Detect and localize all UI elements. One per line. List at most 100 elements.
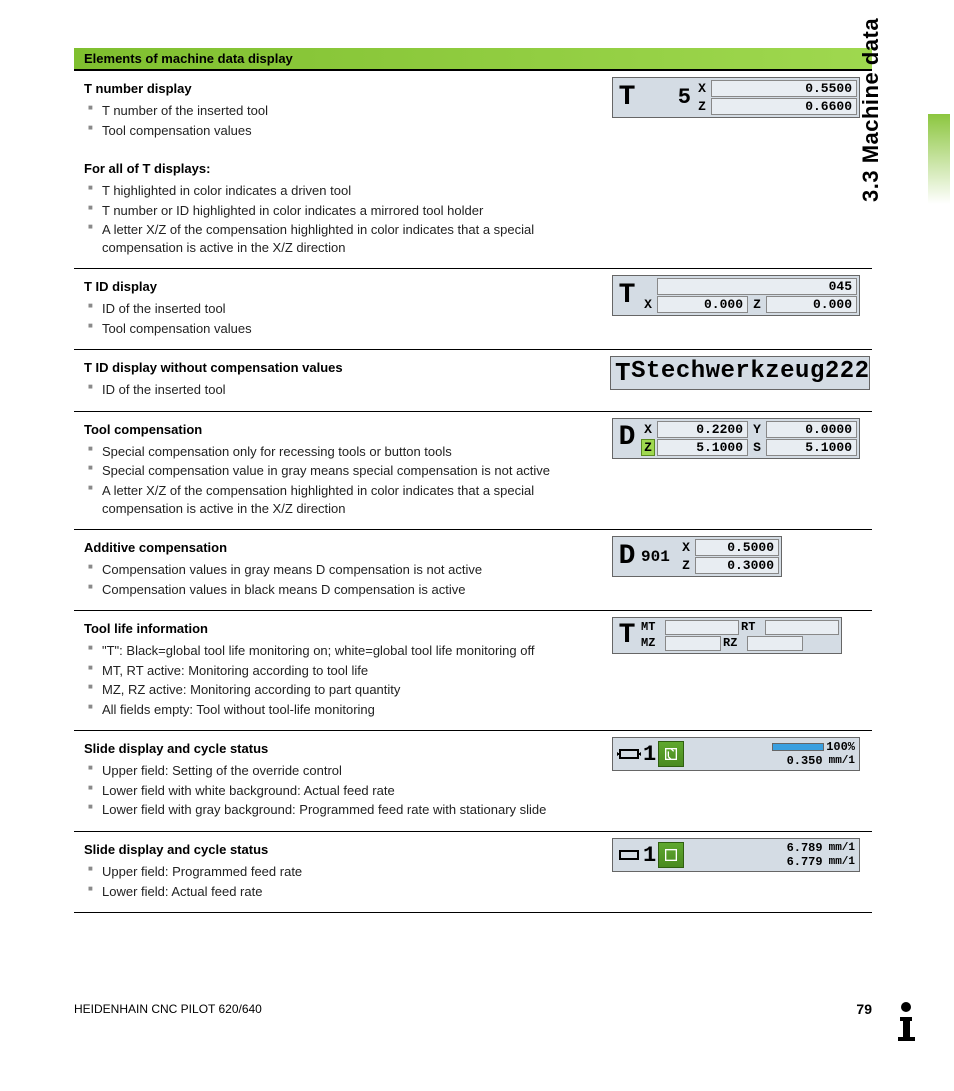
list-item: Compensation values in black means D com…	[88, 581, 600, 599]
list-item: Tool compensation values	[88, 122, 600, 140]
page-content: Elements of machine data display T numbe…	[74, 48, 872, 913]
feed-unit: mm/1	[829, 841, 855, 855]
page-footer: HEIDENHAIN CNC PILOT 620/640 79	[74, 1001, 872, 1017]
section-t-number: T number display T number of the inserte…	[74, 71, 872, 151]
subhead: T ID display	[84, 279, 600, 294]
axis-label: Z	[750, 297, 764, 312]
list-item: Upper field: Programmed feed rate	[88, 863, 600, 881]
value-box: 0.6600	[711, 98, 857, 115]
list-item: Tool compensation values	[88, 320, 600, 338]
value-box: 5.1000	[657, 439, 748, 456]
list-item: T number of the inserted tool	[88, 102, 600, 120]
subhead: Slide display and cycle status	[84, 842, 600, 857]
item-list: Compensation values in gray means D comp…	[88, 561, 600, 598]
section-t-id: T ID display ID of the inserted tool Too…	[74, 269, 872, 350]
value-box: 0.000	[657, 296, 748, 313]
display-panel-t-number: T 5 X 0.5500 Z 0.6600	[612, 77, 860, 118]
axis-label: S	[750, 440, 764, 455]
tl-label: MZ	[641, 636, 663, 651]
axis-label: X	[679, 540, 693, 555]
feed-value: 6.789	[787, 841, 823, 855]
progress-bar	[772, 743, 824, 751]
panel-letter: T	[615, 282, 639, 310]
section-t-all: For all of T displays: T highlighted in …	[74, 151, 872, 269]
feed-unit: mm/1	[829, 855, 855, 869]
display-panel-t-id-text: T Stechwerkzeug222	[610, 356, 870, 390]
list-item: Special compensation only for recessing …	[88, 443, 600, 461]
value-box: 045	[657, 278, 857, 295]
axis-label: Z	[679, 558, 693, 573]
list-item: T highlighted in color indicates a drive…	[88, 182, 600, 200]
side-section-label: 3.3 Machine data	[910, 44, 950, 304]
tl-label: RZ	[723, 636, 745, 651]
feed-value: 0.350	[787, 754, 823, 768]
footer-product: HEIDENHAIN CNC PILOT 620/640	[74, 1002, 262, 1016]
slide-icon	[617, 843, 641, 867]
display-panel-tool-life: T MT RT MZ RZ	[612, 617, 842, 654]
subhead: Slide display and cycle status	[84, 741, 600, 756]
section-slide-2: Slide display and cycle status Upper fie…	[74, 832, 872, 913]
panel-big-value: 901	[641, 548, 675, 566]
subhead: T number display	[84, 81, 600, 96]
item-list: ID of the inserted tool Tool compensatio…	[88, 300, 600, 337]
tl-label: RT	[741, 620, 763, 635]
item-list: Upper field: Setting of the override con…	[88, 762, 600, 819]
display-panel-slide: 1 6.789 mm/1 6.779 mm/1	[612, 838, 860, 872]
cycle-icon	[658, 741, 684, 767]
section-t-id-nocomp: T ID display without compensation values…	[74, 350, 872, 412]
panel-letter: D	[615, 424, 639, 452]
section-slide-1: Slide display and cycle status Upper fie…	[74, 731, 872, 832]
list-item: Upper field: Setting of the override con…	[88, 762, 600, 780]
table-header: Elements of machine data display	[74, 48, 872, 71]
list-item: A letter X/Z of the compensation highlig…	[88, 221, 600, 256]
axis-label: Z	[695, 99, 709, 114]
list-item: MT, RT active: Monitoring according to t…	[88, 662, 600, 680]
item-list: Upper field: Programmed feed rate Lower …	[88, 863, 600, 900]
subhead: Tool life information	[84, 621, 600, 636]
tl-box	[665, 636, 721, 651]
slide-number: 1	[643, 843, 656, 868]
axis-label: X	[695, 81, 709, 96]
side-gradient	[928, 114, 950, 204]
axis-label: Y	[750, 422, 764, 437]
list-item: Lower field with gray background: Progra…	[88, 801, 600, 819]
subhead: T ID display without compensation values	[84, 360, 598, 375]
subhead: For all of T displays:	[84, 161, 600, 176]
panel-text: Stechwerkzeug222	[631, 358, 869, 388]
feed-unit: mm/1	[829, 754, 855, 768]
panel-letter: T	[615, 84, 639, 112]
subhead: Tool compensation	[84, 422, 600, 437]
panel-letter: T	[615, 622, 639, 650]
list-item: Lower field: Actual feed rate	[88, 883, 600, 901]
tl-box	[747, 636, 803, 651]
item-list: Special compensation only for recessing …	[88, 443, 600, 517]
footer-page-number: 79	[856, 1001, 872, 1017]
slide-icon	[617, 742, 641, 766]
panel-big-value: 5	[641, 85, 691, 110]
value-box: 5.1000	[766, 439, 857, 456]
list-item: All fields empty: Tool without tool-life…	[88, 701, 600, 719]
list-item: "T": Black=global tool life monitoring o…	[88, 642, 600, 660]
display-panel-slide: 1 100% 0.350 mm/1	[612, 737, 860, 771]
value-box: 0.5500	[711, 80, 857, 97]
tl-label: MT	[641, 620, 663, 635]
value-box: 0.5000	[695, 539, 779, 556]
feed-value: 6.779	[787, 855, 823, 869]
display-panel-t-id: T 045 X 0.000 Z 0.000	[612, 275, 860, 316]
list-item: T number or ID highlighted in color indi…	[88, 202, 600, 220]
value-box: 0.000	[766, 296, 857, 313]
section-additive-comp: Additive compensation Compensation value…	[74, 530, 872, 611]
axis-label-highlighted: Z	[641, 439, 655, 456]
axis-label: X	[641, 422, 655, 437]
item-list: T highlighted in color indicates a drive…	[88, 182, 600, 256]
item-list: T number of the inserted tool Tool compe…	[88, 102, 600, 139]
value-box: 0.3000	[695, 557, 779, 574]
display-panel-d-additive: D 901 X 0.5000 Z 0.3000	[612, 536, 782, 577]
subhead: Additive compensation	[84, 540, 600, 555]
list-item: MZ, RZ active: Monitoring according to p…	[88, 681, 600, 699]
tl-box	[765, 620, 839, 635]
panel-letter: D	[615, 543, 639, 571]
panel-prefix: T	[615, 358, 631, 388]
item-list: ID of the inserted tool	[88, 381, 598, 399]
tl-box	[665, 620, 739, 635]
